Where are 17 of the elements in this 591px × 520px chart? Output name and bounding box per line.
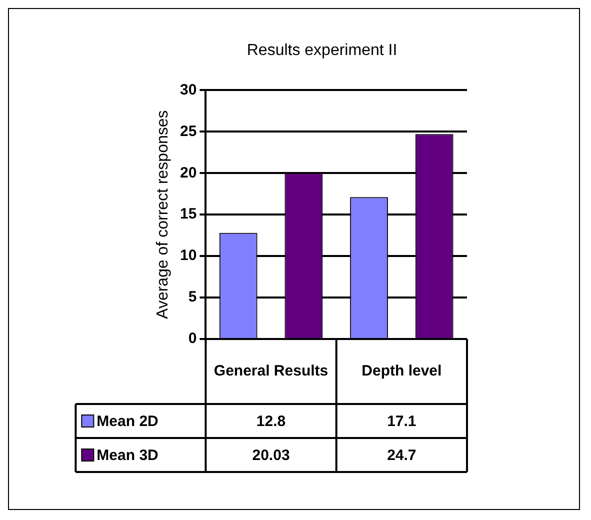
y-axis-title: Average of correct responses [154,110,172,319]
data-label: 20.03 [252,447,290,464]
y-tick-label: 5 [188,288,197,306]
data-label: 17.1 [387,413,416,430]
y-tick-label: 0 [188,330,197,348]
chart-title: Results experiment II [246,42,398,60]
x-tick-label: Depth level [362,362,442,380]
legend-label: Mean 3D [96,447,159,464]
y-tick-label: 25 [180,122,197,140]
y-tick-label: 30 [180,81,197,98]
data-label: 24.7 [387,447,416,464]
y-tick-label: 20 [180,164,197,182]
y-tick-label: 10 [180,247,197,264]
y-tick-label: 15 [180,206,197,223]
legend-label: Mean 2D [96,413,159,430]
x-tick-label: General Results [214,362,328,380]
data-label: 12.8 [256,413,286,430]
